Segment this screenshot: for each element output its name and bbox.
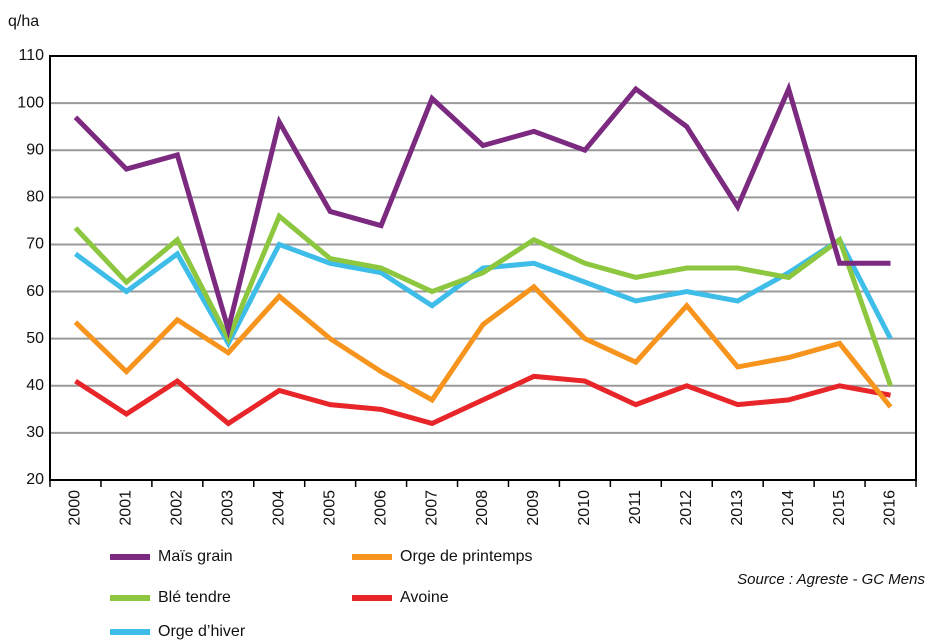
x-tick-label: 2000: [67, 490, 84, 526]
legend-label: Orge de printemps: [400, 548, 533, 565]
x-tick-label: 2002: [169, 490, 186, 526]
x-tick-label: 2014: [780, 490, 797, 526]
source-note: Source : Agreste - GC Mens: [737, 571, 925, 588]
x-tick-label: 2010: [576, 490, 593, 526]
x-tick-label: 2009: [525, 490, 542, 526]
y-tick-label: 100: [17, 94, 44, 111]
x-tick-label: 2005: [321, 490, 338, 526]
legend-label: Blé tendre: [158, 589, 231, 606]
y-tick-label: 70: [26, 236, 44, 253]
plot-frame: [49, 55, 917, 481]
x-tick-label: 2012: [678, 490, 695, 526]
y-tick-label: 60: [26, 283, 44, 300]
legend-label: Orge d’hiver: [158, 623, 246, 640]
x-tick-label: 2001: [118, 490, 135, 526]
x-tick-label: 2008: [474, 490, 491, 526]
x-tick-label: 2003: [220, 490, 237, 526]
y-tick-label: 50: [26, 330, 44, 347]
x-tick-label: 2013: [729, 490, 746, 526]
x-tick-label: 2015: [831, 490, 848, 526]
y-tick-label: 30: [26, 424, 44, 441]
legend-label: Avoine: [400, 589, 449, 606]
series-line: [73, 81, 891, 339]
x-tick-label: 2011: [627, 490, 644, 525]
y-tick-label: 20: [26, 471, 44, 488]
series-line: [73, 212, 893, 387]
x-tick-label: 2016: [882, 490, 899, 526]
y-tick-label: 80: [26, 189, 44, 206]
y-tick-label: 40: [26, 377, 44, 394]
x-tick-label: 2006: [372, 490, 389, 526]
y-tick-label: 90: [26, 141, 44, 158]
series-line: [73, 283, 893, 409]
y-axis-unit: q/ha: [8, 13, 39, 30]
legend-label: Maïs grain: [158, 548, 233, 565]
series-line: [73, 236, 893, 349]
series-line: [74, 373, 891, 427]
x-tick-label: 2004: [270, 490, 287, 526]
y-tick-label: 110: [18, 47, 44, 64]
x-tick-label: 2007: [423, 490, 440, 526]
